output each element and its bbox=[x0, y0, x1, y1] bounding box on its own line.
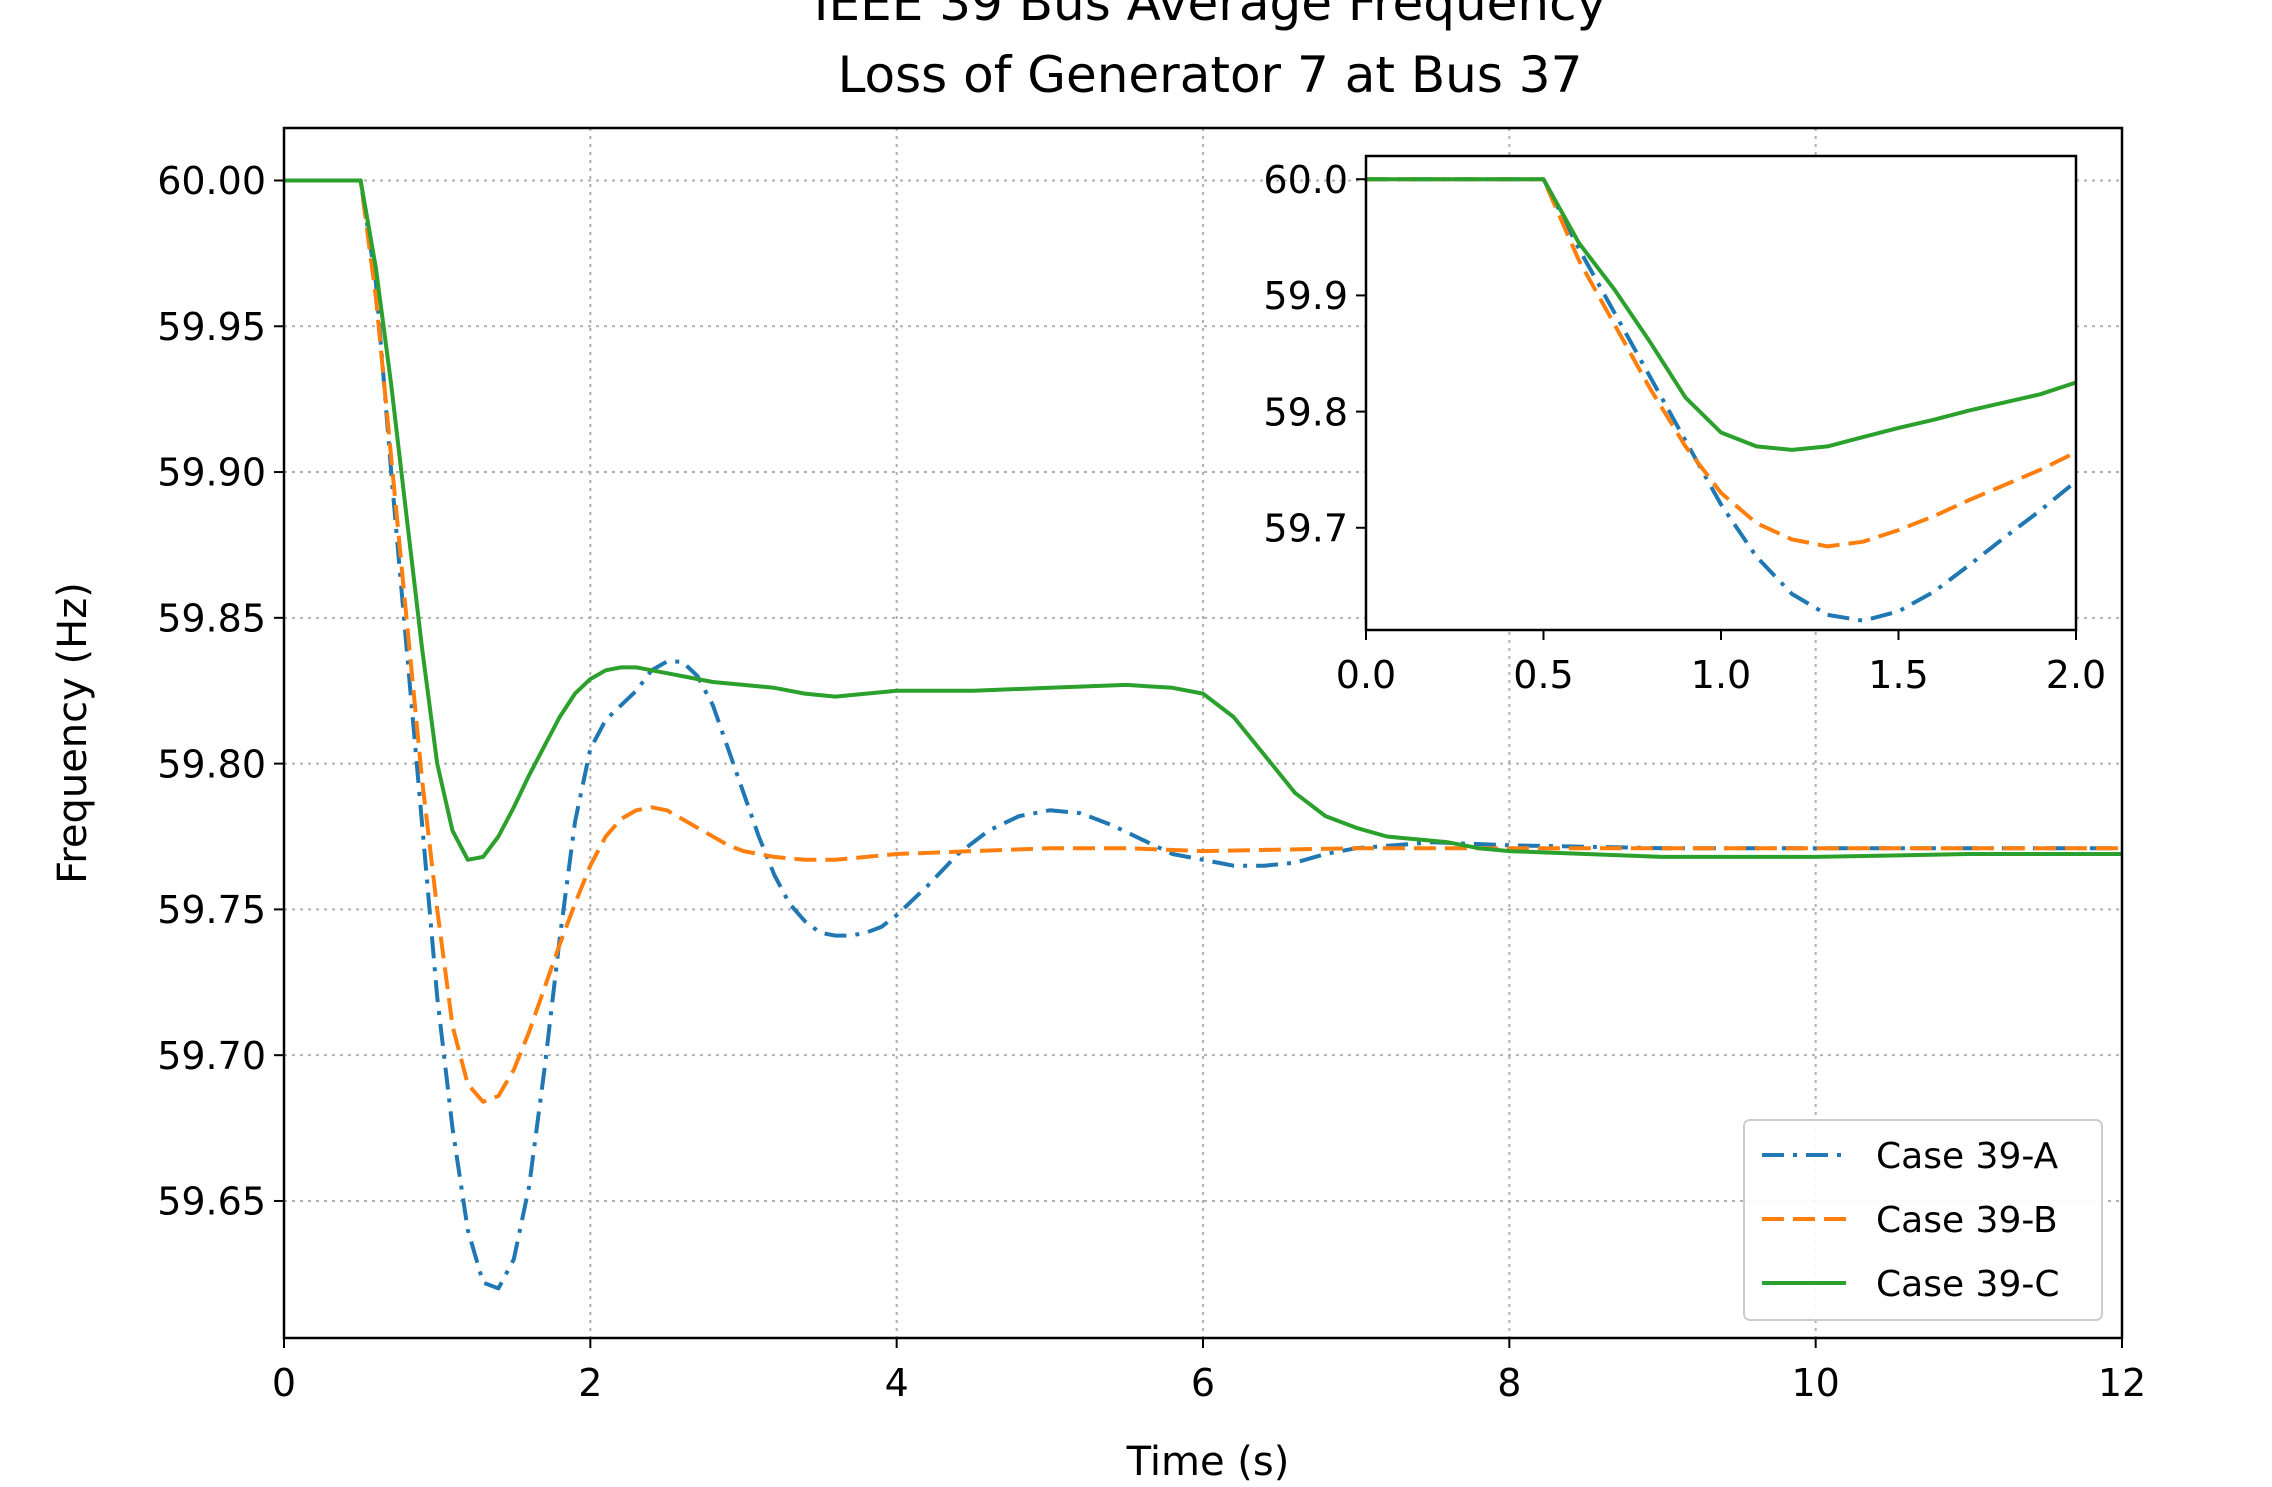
chart-title: IEEE 39 Bus Average Frequency bbox=[814, 0, 1606, 32]
legend-label-3: Case 39-C bbox=[1876, 1264, 2059, 1305]
main-x-tick-label: 4 bbox=[885, 1361, 909, 1405]
main-y-tick-label: 59.95 bbox=[157, 305, 266, 349]
inset-series-line-3 bbox=[1366, 177, 2077, 452]
inset-y-tick-label: 59.7 bbox=[1263, 506, 1348, 550]
main-series-line-3 bbox=[284, 178, 2122, 862]
x-axis-label: Time (s) bbox=[1126, 1439, 1290, 1485]
inset-y-tick-label: 59.9 bbox=[1263, 274, 1348, 318]
main-y-tick-label: 59.65 bbox=[157, 1180, 266, 1224]
inset-axis-ticks: 0.0 0.5 1.0 1.5 2.0 59.7 59.8 59.9 60.0 bbox=[1263, 158, 2106, 697]
inset-series-line-1 bbox=[1366, 177, 2078, 623]
main-y-tick-label: 60.00 bbox=[157, 159, 266, 203]
main-x-tick-label: 0 bbox=[272, 1361, 296, 1405]
main-x-tick-label: 8 bbox=[1497, 1361, 1521, 1405]
main-x-tick-label: 6 bbox=[1191, 1361, 1215, 1405]
main-series-line-2 bbox=[284, 178, 2122, 1104]
inset-chart: 0.0 0.5 1.0 1.5 2.0 59.7 59.8 59.9 60.0 bbox=[1263, 154, 2106, 697]
legend: Case 39-A Case 39-B Case 39-C bbox=[1743, 1119, 2103, 1321]
inset-series-line-2 bbox=[1366, 177, 2077, 549]
main-series-lines bbox=[284, 178, 2122, 1291]
main-y-tick-label: 59.90 bbox=[157, 451, 266, 495]
main-axis-ticks: 0 2 4 6 8 10 12 59.65 59.70 59.75 59.80 59.85 59.90 5… bbox=[157, 159, 2146, 1405]
main-x-tick-label: 12 bbox=[2098, 1361, 2146, 1405]
inset-y-tick-label: 59.8 bbox=[1263, 390, 1348, 434]
inset-x-tick-label: 2.0 bbox=[2046, 653, 2106, 697]
inset-series-lines bbox=[1366, 177, 2078, 623]
main-y-tick-label: 59.80 bbox=[157, 742, 266, 786]
inset-x-tick-label: 1.5 bbox=[1868, 653, 1928, 697]
inset-x-tick-label: 0.0 bbox=[1336, 653, 1396, 697]
main-y-tick-label: 59.75 bbox=[157, 888, 266, 932]
main-grid bbox=[283, 128, 2123, 1338]
legend-items: Case 39-A Case 39-B Case 39-C bbox=[1762, 1136, 2059, 1305]
main-y-tick-label: 59.70 bbox=[157, 1034, 266, 1078]
main-series-line-1 bbox=[284, 178, 2122, 1291]
main-x-tick-label: 2 bbox=[578, 1361, 602, 1405]
main-x-tick-label: 10 bbox=[1791, 1361, 1839, 1405]
legend-box bbox=[1743, 1119, 2103, 1321]
inset-y-tick-label: 60.0 bbox=[1263, 158, 1348, 202]
chart-subtitle: Loss of Generator 7 at Bus 37 bbox=[838, 46, 1583, 104]
inset-x-tick-label: 1.0 bbox=[1691, 653, 1751, 697]
inset-x-tick-label: 0.5 bbox=[1513, 653, 1573, 697]
legend-label-2: Case 39-B bbox=[1876, 1200, 2058, 1241]
main-y-tick-label: 59.85 bbox=[157, 597, 266, 641]
legend-label-1: Case 39-A bbox=[1876, 1136, 2059, 1177]
y-axis-label: Frequency (Hz) bbox=[50, 582, 96, 884]
inset-background bbox=[1366, 156, 2076, 630]
